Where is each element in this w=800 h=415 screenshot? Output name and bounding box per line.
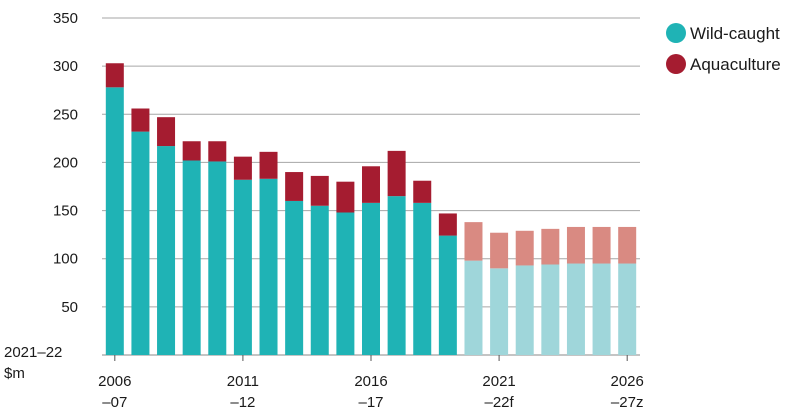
bars: [105, 63, 637, 355]
x-tick-label-suffix: –07: [102, 394, 127, 411]
bar-aquaculture-2019–20: [438, 213, 457, 236]
bar-wild-caught-2015–16: [336, 212, 355, 355]
bar-aquaculture-2009–10: [182, 141, 201, 161]
y-tick-label: 250: [53, 106, 78, 123]
bar-aquaculture-2011–12: [233, 156, 252, 180]
bar-wild-caught-2017–18: [387, 196, 406, 355]
bar-wild-caught-2021–22f: [490, 268, 509, 355]
y-axis-label-line1: 2021–22: [4, 344, 62, 361]
bar-aquaculture-2023–24f: [541, 228, 560, 265]
bar-wild-caught-2022–23f: [515, 265, 534, 355]
x-tick-label-suffix: –27z: [611, 394, 644, 411]
x-tick-label-year: 2026: [611, 373, 644, 390]
bar-aquaculture-2010–11: [208, 141, 227, 162]
legend-label-wild-caught: Wild-caught: [690, 24, 780, 43]
legend-swatch-wild-caught: [666, 23, 686, 43]
bar-aquaculture-2020–21: [464, 222, 483, 261]
legend-swatch-aquaculture: [666, 54, 686, 74]
bar-aquaculture-2013–14: [285, 172, 304, 201]
legend: Wild-caught Aquaculture: [666, 23, 781, 74]
bar-aquaculture-2007–08: [131, 108, 150, 132]
y-tick-label: 100: [53, 251, 78, 268]
x-tick-label-suffix: –22f: [484, 394, 514, 411]
bar-aquaculture-2026–27z: [618, 226, 637, 264]
bar-wild-caught-2014–15: [310, 205, 329, 355]
bar-wild-caught-2009–10: [182, 160, 201, 355]
y-tick-label: 150: [53, 203, 78, 220]
bar-aquaculture-2008–09: [157, 117, 176, 147]
bar-wild-caught-2010–11: [208, 161, 227, 355]
bar-aquaculture-2012–13: [259, 151, 278, 179]
bar-wild-caught-2011–12: [233, 179, 252, 355]
y-tick-label: 50: [61, 299, 78, 316]
bar-aquaculture-2014–15: [310, 175, 329, 206]
bar-aquaculture-2015–16: [336, 181, 355, 213]
y-axis-label-line2: $m: [4, 365, 25, 382]
bar-aquaculture-2024–25f: [566, 226, 585, 264]
y-tick-label: 200: [53, 154, 78, 171]
bar-wild-caught-2018–19: [413, 202, 432, 355]
bar-wild-caught-2019–20: [438, 235, 457, 355]
y-axis-tick-labels: 50 100 150 200 250 300 350: [53, 10, 78, 316]
bar-wild-caught-2016–17: [362, 202, 380, 355]
x-tick-label-year: 2011: [227, 373, 259, 390]
bar-aquaculture-2016–17: [362, 166, 380, 203]
x-axis-tick-labels: 2006 –07 2011 –12 2016 –17 2021 –22f 2026 –27z: [98, 355, 644, 411]
y-axis-label: 2021–22 $m: [4, 344, 62, 382]
bar-wild-caught-2024–25f: [566, 263, 585, 355]
bar-wild-caught-2012–13: [259, 178, 278, 355]
bar-wild-caught-2008–09: [157, 146, 176, 355]
bar-aquaculture-2018–19: [413, 180, 432, 203]
bar-aquaculture-2025–26f: [592, 226, 611, 264]
bar-aquaculture-2022–23f: [515, 230, 534, 266]
bar-wild-caught-2020–21: [464, 260, 483, 355]
x-tick-label-year: 2021: [482, 373, 515, 390]
bar-wild-caught-2023–24f: [541, 264, 560, 355]
bar-wild-caught-2026–27z: [618, 263, 637, 355]
bar-wild-caught-2007–08: [131, 131, 150, 355]
x-tick-label-suffix: –17: [358, 394, 383, 411]
bar-wild-caught-2006–07: [105, 87, 124, 355]
bar-wild-caught-2025–26f: [592, 263, 611, 355]
x-tick-label-suffix: –12: [230, 394, 255, 411]
x-tick-label-year: 2006: [98, 373, 131, 390]
x-tick-label-year: 2016: [354, 373, 387, 390]
bar-aquaculture-2006–07: [105, 63, 124, 88]
bar-aquaculture-2021–22f: [490, 232, 509, 269]
y-tick-label: 300: [53, 58, 78, 75]
bar-wild-caught-2013–14: [285, 200, 304, 355]
legend-label-aquaculture: Aquaculture: [690, 55, 781, 74]
y-tick-label: 350: [53, 10, 78, 27]
bar-aquaculture-2017–18: [387, 150, 406, 197]
